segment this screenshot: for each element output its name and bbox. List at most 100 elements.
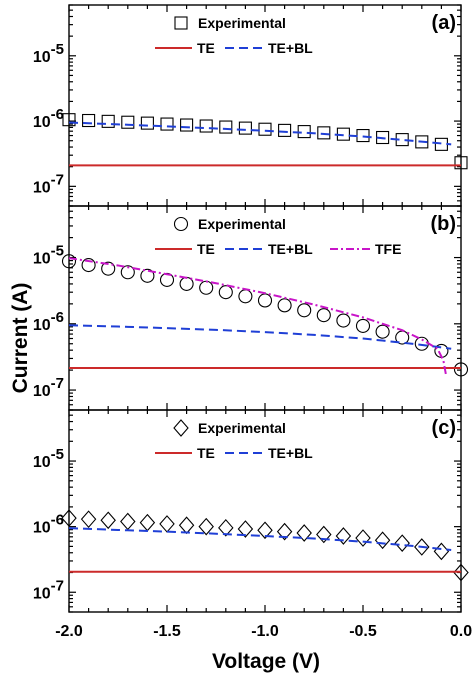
- legend-label-te-bl: TE+BL: [268, 445, 313, 461]
- data-point: [414, 538, 430, 556]
- y-tick-exponent: -5: [51, 243, 64, 260]
- y-tick-label: 10-6: [33, 106, 64, 131]
- data-point: [218, 285, 233, 300]
- data-point: [82, 113, 96, 128]
- y-tick-exponent: -6: [51, 106, 64, 123]
- y-tick-base: 10: [33, 179, 51, 196]
- y-tick-label: 10-6: [33, 309, 64, 334]
- x-axis-title: Voltage (V): [212, 650, 320, 673]
- y-tick-exponent: -7: [51, 577, 64, 594]
- data-point: [335, 527, 352, 545]
- data-point: [257, 293, 273, 308]
- y-tick-label: 10-7: [33, 375, 64, 400]
- y-tick-label: 10-5: [33, 243, 64, 268]
- panel-tag: (a): [432, 12, 456, 34]
- data-point: [198, 517, 214, 536]
- y-tick-base: 10: [33, 454, 51, 471]
- data-point: [178, 516, 195, 535]
- legend-marker-experimental: [174, 16, 188, 30]
- data-point: [61, 509, 77, 527]
- data-point: [278, 123, 292, 137]
- legend-label-te: TE: [197, 241, 215, 257]
- data-point: [61, 254, 77, 269]
- data-point: [453, 563, 469, 582]
- data-point: [277, 298, 292, 313]
- data-point: [199, 280, 214, 295]
- x-tick-label: -1.0: [251, 623, 279, 640]
- y-tick-label: 10-7: [33, 171, 64, 196]
- series-line-te-bl: [68, 527, 452, 552]
- series-line-tfe: [68, 257, 448, 377]
- data-point: [101, 114, 115, 128]
- data-point: [160, 117, 174, 131]
- data-point: [355, 529, 371, 547]
- data-point: [100, 511, 116, 530]
- y-tick-exponent: -6: [51, 512, 64, 529]
- y-tick-base: 10: [33, 585, 51, 602]
- panel-tag: (b): [430, 213, 456, 235]
- y-tick-base: 10: [33, 520, 51, 537]
- data-point: [414, 336, 429, 351]
- panel-frame: [68, 409, 462, 613]
- data-point: [374, 531, 391, 550]
- legend-label-experimental: Experimental: [198, 420, 286, 436]
- data-point: [336, 313, 351, 328]
- legend-marker-experimental: [173, 419, 189, 437]
- data-point: [415, 135, 429, 149]
- data-point: [258, 122, 272, 136]
- data-point: [257, 521, 273, 540]
- data-point: [120, 512, 136, 531]
- y-tick-exponent: -6: [51, 309, 64, 326]
- data-point: [394, 534, 410, 553]
- y-tick-exponent: -7: [51, 375, 64, 392]
- data-point: [159, 515, 175, 533]
- data-point: [296, 524, 312, 542]
- data-point: [317, 126, 331, 140]
- data-point: [62, 113, 76, 127]
- y-tick-label: 10-6: [33, 512, 64, 537]
- data-point: [121, 115, 135, 129]
- legend-label-te: TE: [197, 445, 215, 461]
- data-point: [375, 324, 390, 339]
- data-point: [140, 116, 154, 130]
- y-tick-exponent: -7: [51, 171, 64, 188]
- data-point: [453, 362, 469, 377]
- y-axis-title: Current (A): [9, 283, 32, 394]
- data-point: [433, 542, 450, 561]
- legend-marker-experimental: [173, 216, 189, 232]
- legend-label-experimental: Experimental: [198, 15, 286, 31]
- panel-tag: (c): [432, 417, 456, 439]
- data-point: [120, 265, 135, 280]
- data-point: [297, 303, 312, 318]
- data-point: [80, 510, 97, 529]
- y-tick-label: 10-7: [33, 577, 64, 602]
- data-point: [238, 289, 253, 304]
- y-tick-base: 10: [33, 114, 51, 131]
- data-point: [159, 272, 175, 287]
- x-tick-label: 0.0: [450, 623, 472, 640]
- data-point: [218, 518, 234, 537]
- data-point: [237, 520, 254, 538]
- y-tick-exponent: -5: [51, 446, 64, 463]
- legend-label-te: TE: [197, 40, 215, 56]
- data-point: [316, 308, 331, 323]
- y-tick-base: 10: [33, 49, 51, 66]
- data-point: [81, 258, 96, 273]
- legend-label-experimental: Experimental: [198, 216, 286, 232]
- data-point: [376, 130, 390, 145]
- x-tick-label: -1.5: [153, 623, 181, 640]
- legend-label-te-bl: TE+BL: [268, 241, 313, 257]
- y-tick-base: 10: [33, 251, 51, 268]
- panel-frame: [68, 205, 462, 411]
- y-tick-exponent: -5: [51, 41, 64, 58]
- y-tick-label: 10-5: [33, 446, 64, 471]
- data-point: [139, 513, 156, 532]
- y-tick-label: 10-5: [33, 41, 64, 66]
- series-line-te-bl: [68, 324, 452, 350]
- data-point: [316, 525, 332, 544]
